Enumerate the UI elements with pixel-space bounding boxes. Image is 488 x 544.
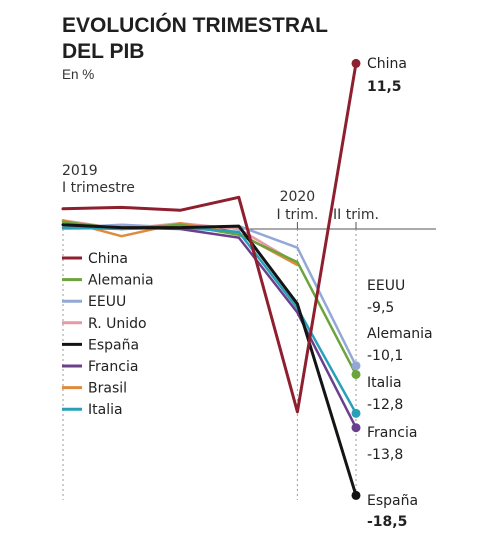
end-label-value-4: -13,8 (367, 447, 403, 463)
end-label-value-3: -12,8 (367, 397, 403, 413)
legend-label-7: Italia (88, 402, 123, 418)
series-line-0 (61, 61, 358, 414)
x-tick-label-bottom-0: I trimestre (62, 180, 135, 196)
x-tick-label-bottom-4: I trim. (276, 207, 318, 223)
end-marker-3 (351, 408, 361, 418)
end-label-name-4: Francia (367, 425, 417, 441)
legend-label-0: China (88, 251, 128, 267)
legend-label-3: R. Unido (88, 316, 147, 332)
end-label-name-5: España (367, 493, 418, 509)
end-label-name-1: EEUU (367, 278, 405, 294)
legend: China Alemania EEUU R. Unido España Francia Br… (62, 251, 154, 418)
end-marker-5 (351, 490, 361, 500)
legend-label-5: Francia (88, 359, 138, 375)
legend-label-2: EEUU (88, 294, 126, 310)
end-marker-4 (351, 423, 361, 433)
end-labels: China 11,5 EEUU -9,5 Alemania -10,1 Italia -12,… (367, 56, 433, 530)
legend-label-6: Brasil (88, 381, 127, 397)
x-tick-label-bottom-5: II trim. (333, 207, 379, 223)
legend-label-1: Alemania (88, 273, 154, 289)
series-line-7 (61, 226, 358, 415)
chart-subtitle: En % (62, 67, 94, 82)
end-marker-2 (351, 369, 361, 379)
end-marker-0 (351, 58, 361, 68)
end-label-value-2: -10,1 (367, 348, 403, 364)
end-label-name-2: Alemania (367, 326, 433, 342)
end-label-name-3: Italia (367, 375, 402, 391)
chart-title-line-2: DEL PIB (62, 40, 144, 63)
end-label-value-1: -9,5 (367, 300, 394, 316)
series-line-4 (61, 223, 358, 497)
lines-layer (61, 58, 361, 500)
legend-label-4: España (88, 337, 139, 353)
end-label-value-5: -18,5 (367, 514, 407, 530)
chart-title-line-1: EVOLUCIÓN TRIMESTRAL (62, 13, 328, 37)
end-label-value-0: 11,5 (367, 79, 402, 95)
x-tick-label-top-4: 2020 (280, 189, 316, 205)
end-marker-1 (351, 361, 361, 371)
x-tick-label-top-0: 2019 (62, 163, 98, 179)
end-label-name-0: China (367, 56, 407, 72)
